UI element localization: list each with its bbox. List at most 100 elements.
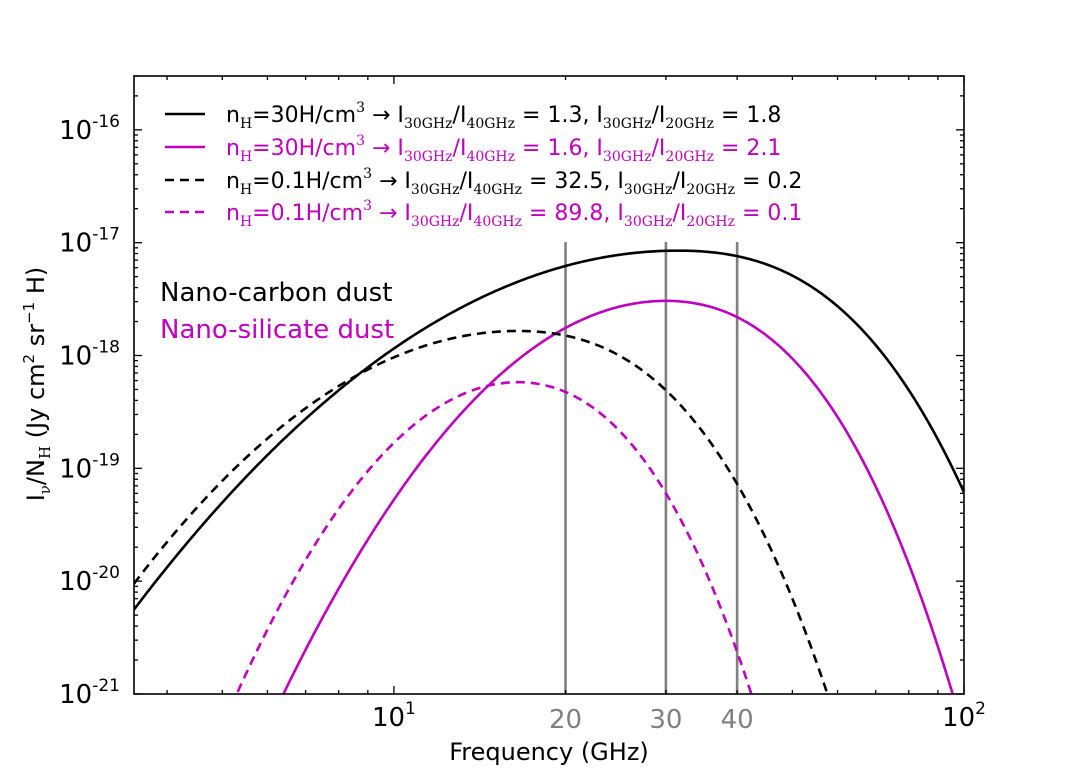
x-tick-label-base: 10 (942, 703, 975, 733)
legend-text: = 89.8, I (522, 201, 624, 226)
y-tick-label: 10-19 (59, 450, 120, 484)
vline-label-30: 30 (649, 705, 682, 735)
legend-entry-2: nH=0.1H/cm3 → I30GHz/I40GHz = 32.5, I30G… (226, 166, 802, 198)
annotation-nano-carbon: Nano-carbon dust (160, 278, 392, 308)
legend-text: /I (460, 169, 474, 194)
legend-entry-3: nH=0.1H/cm3 → I30GHz/I40GHz = 89.8, I30G… (226, 198, 802, 230)
legend-text: =0.1H/cm (252, 201, 363, 226)
legend-text: n (226, 136, 240, 161)
y-axis-label-part: /N (22, 459, 50, 485)
legend-subscript: 30GHz (624, 182, 673, 198)
y-axis-label: Iν/NH (Jy cm2 sr−1 H) (20, 267, 54, 502)
x-axis-label: Frequency (GHz) (449, 738, 649, 766)
legend-text: = 1.6, I (515, 136, 603, 161)
y-tick-label-exp: -21 (92, 676, 120, 696)
legend-subscript: 40GHz (466, 149, 515, 165)
x-tick-label: 101 (372, 699, 416, 733)
y-tick-label: 10-18 (59, 338, 120, 372)
legend-text: /I (460, 201, 474, 226)
y-tick-label-base: 10 (59, 229, 92, 259)
legend-text: = 0.1 (735, 201, 802, 226)
legend-text: /I (673, 201, 687, 226)
y-tick-label: 10-16 (59, 112, 120, 146)
y-tick-label-exp: -17 (92, 225, 120, 245)
y-axis-label-part: 2 (20, 354, 38, 364)
x-tick-label-base: 10 (372, 703, 405, 733)
legend-subscript: 30GHz (603, 149, 652, 165)
legend-text: /I (453, 103, 467, 128)
legend: nH=30H/cm3 → I30GHz/I40GHz = 1.3, I30GHz… (165, 100, 802, 230)
legend-text: → I (365, 136, 404, 161)
y-tick-label: 10-21 (59, 676, 120, 710)
legend-text: =30H/cm (252, 103, 356, 128)
legend-text: = 0.2 (735, 169, 802, 194)
legend-subscript: 30GHz (603, 116, 652, 132)
legend-superscript: 3 (363, 166, 372, 182)
legend-text: → I (365, 103, 404, 128)
y-tick-label-base: 10 (59, 680, 92, 710)
x-tick-label: 102 (942, 699, 986, 733)
y-axis-label-part: −1 (20, 302, 38, 324)
x-tick-label-exp: 1 (405, 699, 416, 719)
legend-entry-0: nH=30H/cm3 → I30GHz/I40GHz = 1.3, I30GHz… (226, 100, 781, 132)
legend-text: = 32.5, I (522, 169, 624, 194)
legend-text: /I (453, 136, 467, 161)
legend-text: =0.1H/cm (252, 169, 363, 194)
series-line-2 (134, 329, 829, 694)
plot-frame (133, 75, 965, 695)
x-tick-label-exp: 2 (975, 699, 986, 719)
legend-subscript: H (240, 149, 252, 165)
y-axis-label-part: (Jy cm (22, 363, 50, 445)
series-line-0 (134, 249, 964, 611)
legend-text: =30H/cm (252, 136, 356, 161)
legend-text: → I (372, 201, 411, 226)
y-axis-label-part: H (36, 446, 54, 459)
y-tick-label-base: 10 (59, 342, 92, 372)
y-axis-label-part: ν (36, 485, 54, 494)
legend-subscript: 30GHz (411, 182, 460, 198)
legend-subscript: H (240, 182, 252, 198)
data-curves (134, 249, 964, 694)
legend-subscript: 20GHz (686, 182, 735, 198)
legend-superscript: 3 (356, 100, 365, 116)
legend-subscript: 30GHz (404, 116, 453, 132)
legend-text: = 1.8 (714, 103, 781, 128)
legend-entry-1: nH=30H/cm3 → I30GHz/I40GHz = 1.6, I30GHz… (226, 133, 781, 165)
annotation-nano-silicate: Nano-silicate dust (160, 315, 394, 345)
y-tick-label-base: 10 (59, 116, 92, 146)
legend-subscript: 40GHz (473, 214, 522, 230)
legend-subscript: 40GHz (473, 182, 522, 198)
legend-text: → I (372, 169, 411, 194)
legend-superscript: 3 (363, 198, 372, 214)
y-tick-label: 10-17 (59, 225, 120, 259)
y-tick-label-base: 10 (59, 567, 92, 597)
y-tick-label-exp: -19 (92, 450, 120, 470)
legend-subscript: H (240, 116, 252, 132)
legend-subscript: H (240, 214, 252, 230)
legend-text: = 1.3, I (515, 103, 603, 128)
y-axis-label-part: H (22, 276, 50, 302)
y-tick-label-exp: -20 (92, 563, 120, 583)
y-axis-label-part: ) (22, 267, 50, 276)
legend-subscript: 30GHz (404, 149, 453, 165)
legend-text: n (226, 169, 240, 194)
legend-subscript: 20GHz (665, 116, 714, 132)
vline-label-20: 20 (549, 705, 582, 735)
series-line-3 (235, 380, 753, 694)
y-tick-label-exp: -18 (92, 338, 120, 358)
y-tick-label-exp: -16 (92, 112, 120, 132)
legend-text: /I (652, 136, 666, 161)
legend-subscript: 20GHz (686, 214, 735, 230)
legend-subscript: 30GHz (411, 214, 460, 230)
legend-text: = 2.1 (714, 136, 781, 161)
legend-text: n (226, 201, 240, 226)
y-axis-label-part: sr (22, 324, 50, 354)
legend-subscript: 20GHz (665, 149, 714, 165)
y-tick-label: 10-20 (59, 563, 120, 597)
legend-text: /I (673, 169, 687, 194)
y-axis-label-part: I (22, 494, 50, 501)
legend-subscript: 40GHz (466, 116, 515, 132)
series-line-1 (281, 299, 954, 694)
